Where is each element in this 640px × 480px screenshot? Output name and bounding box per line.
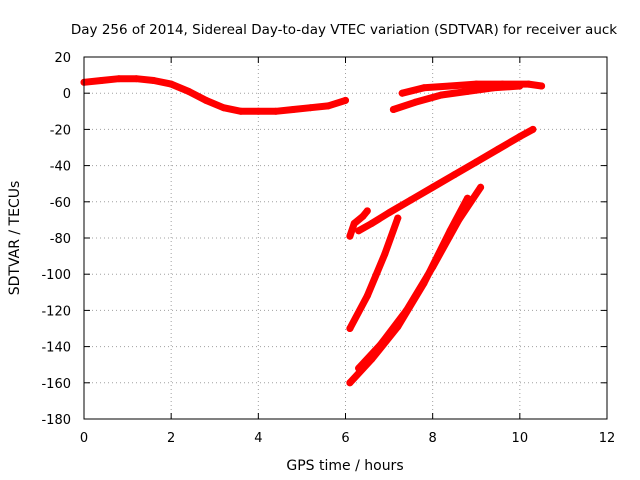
data-point: [472, 80, 480, 88]
x-tick-label: 12: [599, 431, 616, 446]
data-point: [437, 91, 445, 99]
grid-layer: [84, 57, 607, 419]
y-tick-label: -160: [41, 377, 71, 392]
data-point: [429, 263, 437, 271]
data-point: [355, 227, 363, 235]
data-point: [307, 104, 315, 112]
data-point: [394, 214, 402, 222]
data-point: [346, 232, 354, 240]
y-tick-label: -40: [50, 160, 71, 175]
x-tick-label: 6: [341, 431, 349, 446]
data-point: [411, 98, 419, 106]
data-point: [494, 145, 502, 153]
y-tick-label: -100: [41, 268, 71, 283]
data-point: [451, 171, 458, 179]
data-point: [455, 216, 463, 224]
data-point: [398, 89, 406, 97]
series-line-3: [355, 125, 537, 235]
data-point: [516, 133, 524, 141]
series-line-4: [346, 214, 402, 332]
tick-layer: 0 2 4 6 8 10 12 20 0 -20 -40 -60 -80 -100 -120 -140 -160…: [41, 51, 615, 446]
data-point: [407, 196, 415, 204]
data-point: [350, 220, 358, 227]
data-point: [376, 341, 384, 349]
data-point: [498, 80, 506, 88]
data-point: [237, 107, 245, 115]
data-point: [363, 292, 371, 300]
data-point: [525, 80, 532, 88]
data-point: [346, 325, 354, 332]
series-layer: [80, 75, 546, 387]
y-tick-label: 0: [63, 87, 71, 102]
data-point: [150, 77, 158, 84]
y-tick-label: -140: [41, 341, 71, 356]
data-point: [132, 75, 140, 83]
data-point: [464, 87, 471, 95]
data-point: [185, 87, 193, 95]
data-point: [97, 77, 105, 84]
data-point: [202, 96, 210, 104]
data-point: [538, 82, 546, 90]
x-axis-label: GPS time / hours: [286, 458, 403, 474]
data-point: [342, 96, 349, 104]
data-point: [403, 306, 410, 314]
data-point: [115, 75, 123, 83]
y-tick-label: -60: [50, 196, 71, 211]
data-point: [220, 104, 227, 112]
data-point: [472, 158, 480, 166]
data-point: [324, 102, 332, 110]
data-point: [355, 364, 363, 372]
chart-title: Day 256 of 2014, Sidereal Day-to-day VTE…: [71, 22, 617, 38]
x-tick-label: 4: [254, 431, 262, 446]
data-point: [346, 379, 354, 387]
data-point: [385, 209, 393, 217]
data-point: [389, 106, 397, 113]
data-point: [381, 250, 389, 258]
y-tick-label: 20: [54, 51, 71, 66]
data-point: [272, 107, 280, 115]
data-point: [529, 125, 537, 133]
data-point: [167, 80, 175, 88]
data-point: [359, 212, 367, 220]
y-axis-label: SDTVAR / TECUs: [7, 181, 23, 296]
data-point: [420, 84, 428, 92]
data-point: [368, 220, 376, 227]
y-tick-label: -180: [41, 413, 71, 428]
x-tick-label: 0: [80, 431, 88, 446]
y-tick-label: -120: [41, 304, 71, 319]
data-point: [446, 82, 454, 90]
data-point: [254, 107, 262, 115]
data-point: [289, 106, 297, 113]
x-tick-label: 10: [512, 431, 529, 446]
x-tick-label: 8: [429, 431, 437, 446]
series-line-6: [355, 183, 485, 372]
y-tick-label: -80: [50, 232, 71, 247]
y-tick-label: -20: [50, 123, 71, 138]
series-line-1: [80, 75, 349, 115]
x-tick-label: 2: [167, 431, 175, 446]
data-point: [429, 183, 437, 191]
data-point: [477, 183, 485, 191]
data-point: [363, 207, 371, 215]
